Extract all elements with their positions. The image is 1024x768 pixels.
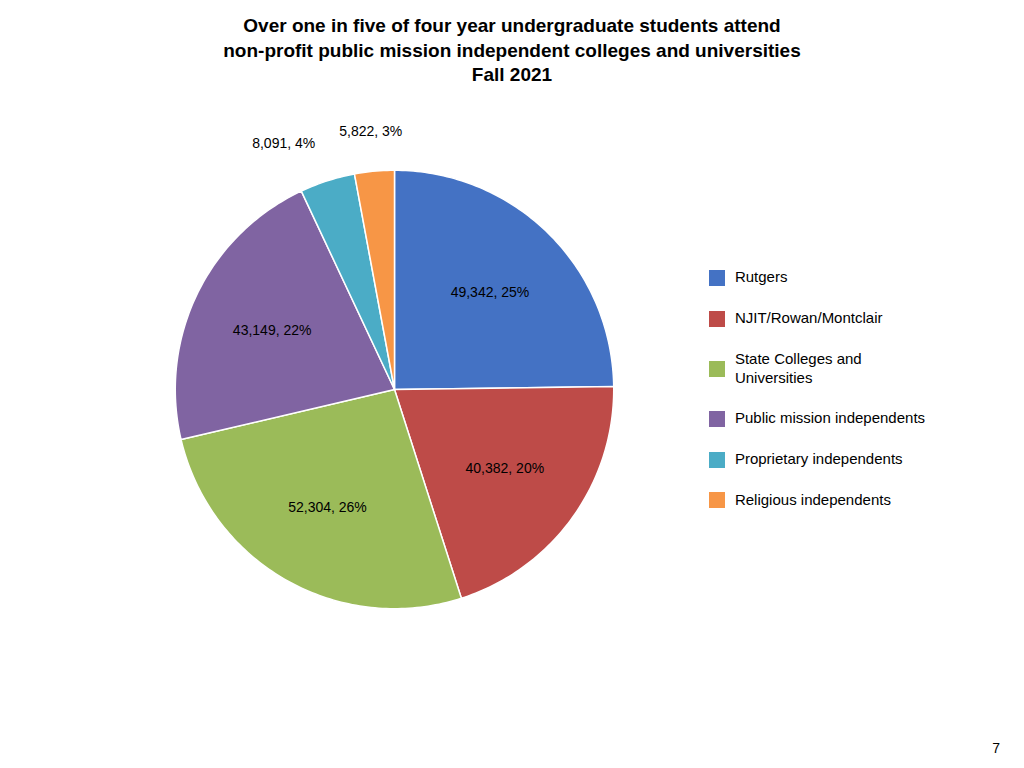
svg-text:8,091, 4%: 8,091, 4% bbox=[252, 135, 315, 151]
html-text:Over one in five of four year: Over one in five of four year undergradu… bbox=[223, 15, 801, 86]
html-text:Proprietary independents: Proprietary independents bbox=[734, 450, 903, 468]
html-text:Religious independents: Religious independents bbox=[734, 490, 891, 508]
svg-text:49,342, 25%: 49,342, 25% bbox=[451, 284, 530, 300]
svg-text:40,382, 20%: 40,382, 20% bbox=[465, 460, 544, 476]
svg-text:52,304, 26%: 52,304, 26% bbox=[288, 499, 367, 515]
svg-text:5,822, 3%: 5,822, 3% bbox=[339, 123, 402, 139]
html-text:7: 7 bbox=[992, 740, 1000, 756]
html-text:NJIT/Rowan/Montclair: NJIT/Rowan/Montclair bbox=[734, 309, 883, 327]
html-text:State Colleges and Universitie: State Colleges and Universities bbox=[734, 349, 862, 386]
html-text:Public mission independents: Public mission independents bbox=[734, 409, 926, 427]
svg-text:43,149, 22%: 43,149, 22% bbox=[233, 322, 312, 338]
html-text:Rutgers: Rutgers bbox=[734, 268, 788, 286]
